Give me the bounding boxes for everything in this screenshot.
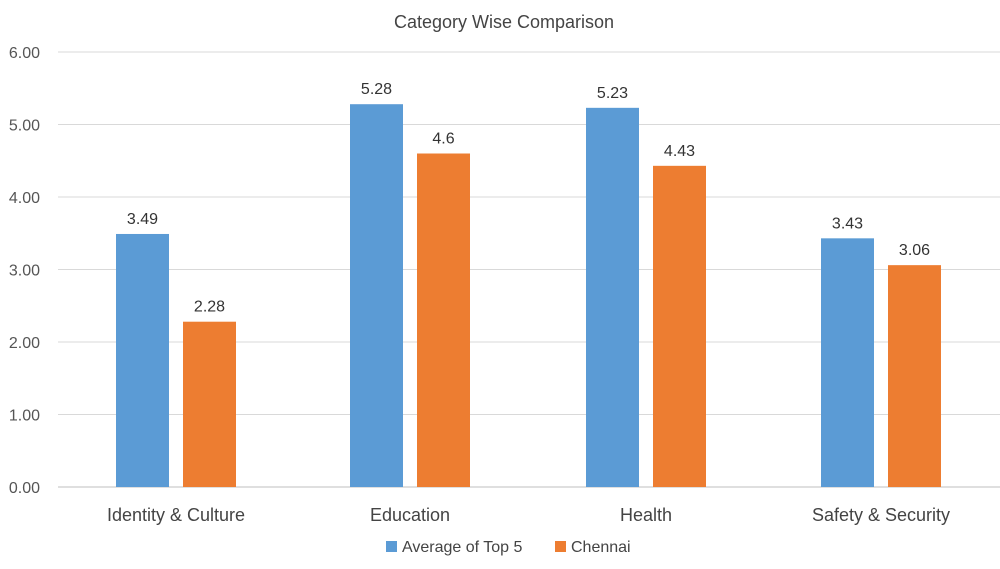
data-label: 3.06 <box>899 242 930 259</box>
y-tick-label: 0.00 <box>9 480 40 497</box>
x-axis-categories: Identity & Culture Education Health Safety … <box>107 505 950 525</box>
legend-label: Chennai <box>571 539 631 556</box>
chart-title: Category Wise Comparison <box>394 12 614 32</box>
bar-average-top5 <box>586 107 639 487</box>
legend-swatch <box>555 541 566 552</box>
legend-swatch <box>386 541 397 552</box>
legend-label: Average of Top 5 <box>402 539 522 556</box>
x-category-label: Identity & Culture <box>107 505 245 525</box>
data-label: 3.49 <box>127 211 158 228</box>
x-category-label: Education <box>370 505 450 525</box>
y-tick-label: 6.00 <box>9 45 40 62</box>
data-label: 5.23 <box>597 85 628 102</box>
bar-average-top5 <box>350 104 403 487</box>
data-label: 4.43 <box>664 143 695 160</box>
data-labels: 3.49 2.28 5.28 4.6 5.23 4.43 3.43 3.06 <box>127 81 930 316</box>
bar-average-top5 <box>116 233 169 487</box>
bar-chennai <box>183 321 236 487</box>
bar-chennai <box>653 165 706 487</box>
y-tick-label: 5.00 <box>9 118 40 135</box>
data-label: 3.43 <box>832 215 863 232</box>
data-label: 5.28 <box>361 81 392 98</box>
x-category-label: Health <box>620 505 672 525</box>
y-tick-label: 3.00 <box>9 263 40 280</box>
y-axis-ticks: 0.00 1.00 2.00 3.00 4.00 5.00 6.00 <box>9 45 40 497</box>
data-label: 4.6 <box>432 131 454 148</box>
bar-chennai <box>417 153 470 487</box>
legend: Average of Top 5 Chennai <box>386 539 631 556</box>
bars <box>116 104 941 487</box>
bar-average-top5 <box>821 238 874 487</box>
y-tick-label: 4.00 <box>9 190 40 207</box>
y-tick-label: 2.00 <box>9 335 40 352</box>
data-label: 2.28 <box>194 299 225 316</box>
y-tick-label: 1.00 <box>9 408 40 425</box>
x-category-label: Safety & Security <box>812 505 950 525</box>
bar-chennai <box>888 265 941 487</box>
